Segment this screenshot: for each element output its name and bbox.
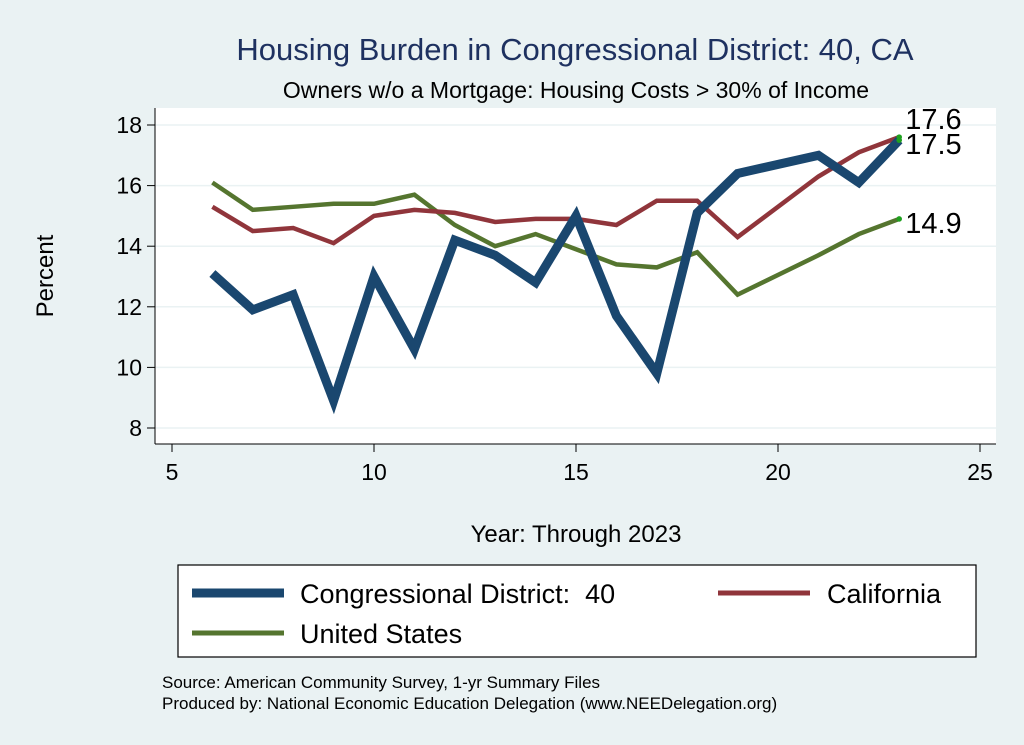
end-labels: 17.517.6 14.9 <box>905 104 961 240</box>
y-tick-label-10: 10 <box>116 354 142 380</box>
end-label-district: 17.5 <box>905 129 961 161</box>
plot-area <box>155 108 996 444</box>
source-line-1: Source: American Community Survey, 1-yr … <box>162 673 600 692</box>
legend-label-united-states: United States <box>300 619 462 649</box>
x-tick-label-20: 20 <box>765 459 791 485</box>
series-line-california <box>211 135 900 246</box>
series-line-district <box>209 137 903 415</box>
y-axis-title: Percent <box>32 234 59 317</box>
end-label-california: 17.6 <box>905 104 961 136</box>
series-line-united-states-end-dot <box>896 216 902 222</box>
x-tick-label-25: 25 <box>967 459 993 485</box>
x-tick-label-5: 5 <box>166 459 179 485</box>
y-tick-label-8: 8 <box>129 415 142 441</box>
axes: 8 10 12 14 16 18 5 10 15 20 25 <box>116 108 996 485</box>
source-line-2: Produced by: National Economic Education… <box>162 694 777 713</box>
x-tick-label-10: 10 <box>361 459 387 485</box>
legend: Congressional District: 40 California Un… <box>177 564 977 658</box>
legend-box <box>177 564 977 658</box>
x-axis-title: Year: Through 2023 <box>471 521 682 548</box>
chart-title: Housing Burden in Congressional District… <box>236 32 913 67</box>
y-tick-label-18: 18 <box>116 112 142 138</box>
end-label-united-states: 14.9 <box>905 208 961 240</box>
x-tick-label-15: 15 <box>563 459 589 485</box>
series-layer <box>209 134 903 415</box>
y-tick-label-14: 14 <box>116 233 142 259</box>
chart-subtitle: Owners w/o a Mortgage: Housing Costs > 3… <box>283 77 869 103</box>
series-line-district-end-dot <box>896 137 902 143</box>
y-tick-label-12: 12 <box>116 294 142 320</box>
series-line-united-states <box>211 180 900 298</box>
legend-label-california: California <box>827 579 942 609</box>
y-tick-label-16: 16 <box>116 173 142 199</box>
legend-label-district: Congressional District: 40 <box>300 579 615 609</box>
